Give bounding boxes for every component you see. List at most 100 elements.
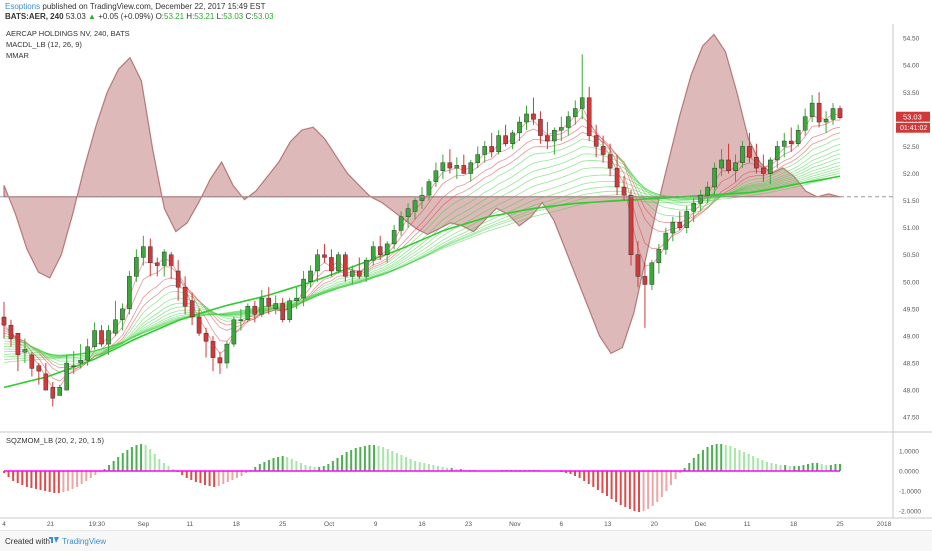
momentum-bar [7, 471, 10, 477]
candle [141, 235, 146, 266]
candle-body [635, 254, 641, 277]
candle [363, 257, 369, 282]
candle-body [733, 162, 738, 171]
candle-body [384, 243, 390, 255]
candle [503, 124, 508, 147]
momentum-bar [683, 468, 686, 471]
momentum-bar [592, 471, 595, 487]
time-tick-label: 25 [279, 521, 287, 528]
price-tick-label: 47.50 [903, 415, 920, 422]
candle [224, 341, 230, 369]
momentum-bar [674, 471, 677, 479]
candle-body [308, 270, 313, 282]
footer-created-text: Created with [5, 537, 50, 546]
candle [259, 289, 265, 317]
time-tick-label: Oct [324, 521, 334, 528]
price-axis-ticks: 47.50 48.00 48.50 49.00 49.50 50.00 50.50 51.00… [903, 36, 920, 422]
candle [754, 143, 759, 174]
candle [280, 298, 285, 323]
momentum-bar [436, 466, 439, 471]
momentum-bar [354, 448, 357, 471]
candle [57, 384, 63, 396]
momentum-bar [446, 468, 449, 471]
last-price-tag-background [896, 111, 930, 122]
candle [670, 216, 676, 242]
candle [36, 363, 42, 385]
momentum-bar [761, 460, 764, 471]
candle-body [677, 222, 683, 228]
momentum-bar [624, 471, 627, 507]
candle [148, 238, 153, 277]
candle-body [621, 186, 627, 196]
candle-body [607, 154, 613, 169]
candle [719, 149, 724, 177]
quote-line: BATS:AER, 240 53.03 ▲ +0.05 (+0.09%) O:5… [5, 12, 274, 22]
momentum-bar [574, 471, 577, 476]
footer-brand-link[interactable]: TradingView [62, 537, 107, 546]
candle-body [412, 200, 418, 212]
last-price-tag-text: 53.03 [903, 113, 922, 122]
ohlc-low-label: L: [216, 12, 224, 21]
candle-body [50, 387, 56, 399]
momentum-bar [637, 471, 640, 512]
momentum-bar [254, 467, 257, 471]
time-tick-label: Dec [695, 521, 707, 528]
legend-macd-name: MACDL_LB (12, 26, 9) [6, 40, 82, 49]
candle-body [301, 278, 306, 299]
momentum-bar [181, 471, 184, 475]
price-tick-label: 52.00 [903, 171, 920, 178]
momentum-bar [651, 471, 654, 506]
candle-body [586, 97, 592, 136]
chart-canvas[interactable]: 47.50 48.00 48.50 49.00 49.50 50.00 50.50 51.00… [0, 24, 932, 530]
candle [106, 325, 111, 355]
candle-body [363, 259, 369, 277]
momentum-bar [692, 458, 695, 471]
candle-body [454, 165, 460, 169]
candle-body [391, 230, 397, 245]
candle [809, 94, 815, 123]
candle-body [538, 119, 543, 136]
price-tick-label: 51.00 [903, 225, 920, 232]
momentum-bar [313, 467, 316, 471]
candle-body [823, 119, 829, 123]
momentum-bar [706, 447, 709, 471]
momentum-tick-label: 1.0000 [899, 449, 919, 456]
candle [43, 363, 49, 391]
momentum-bar [423, 463, 426, 471]
momentum-bar [222, 471, 225, 484]
candle-body [154, 262, 160, 266]
legend-sqzmom-name: SQZMOM_LB (20, 2, 20, 1.5) [6, 436, 104, 445]
ohlc-close: 53.03 [253, 12, 274, 21]
candlestick-series[interactable] [1, 54, 843, 407]
candle-body [740, 146, 745, 163]
candle [127, 270, 132, 315]
candle-body [78, 360, 83, 364]
momentum-bar [697, 454, 700, 471]
momentum-bar [309, 466, 312, 471]
momentum-tick-label: -1.0000 [899, 489, 921, 496]
candle [802, 108, 808, 136]
candle-body [788, 140, 794, 144]
momentum-bar [756, 458, 759, 471]
candle [635, 241, 641, 288]
momentum-bar [44, 471, 47, 491]
candle-body [579, 97, 585, 109]
candle [830, 103, 836, 125]
momentum-bar [418, 462, 421, 471]
chart-background [0, 24, 932, 530]
candle [691, 197, 696, 223]
candle-body [134, 257, 139, 277]
momentum-bar [738, 450, 741, 471]
candle-body [238, 319, 244, 321]
time-tick-label: Sep [138, 521, 150, 528]
author-link[interactable]: Esoptions [5, 2, 41, 11]
momentum-bar [583, 471, 586, 481]
candle-body [398, 216, 404, 231]
momentum-bar [450, 468, 453, 471]
momentum-bar [811, 463, 814, 471]
candle-body [691, 203, 696, 212]
candle [572, 100, 578, 125]
momentum-bar [601, 471, 604, 493]
candle-body [816, 102, 822, 123]
candle-body [552, 129, 557, 142]
